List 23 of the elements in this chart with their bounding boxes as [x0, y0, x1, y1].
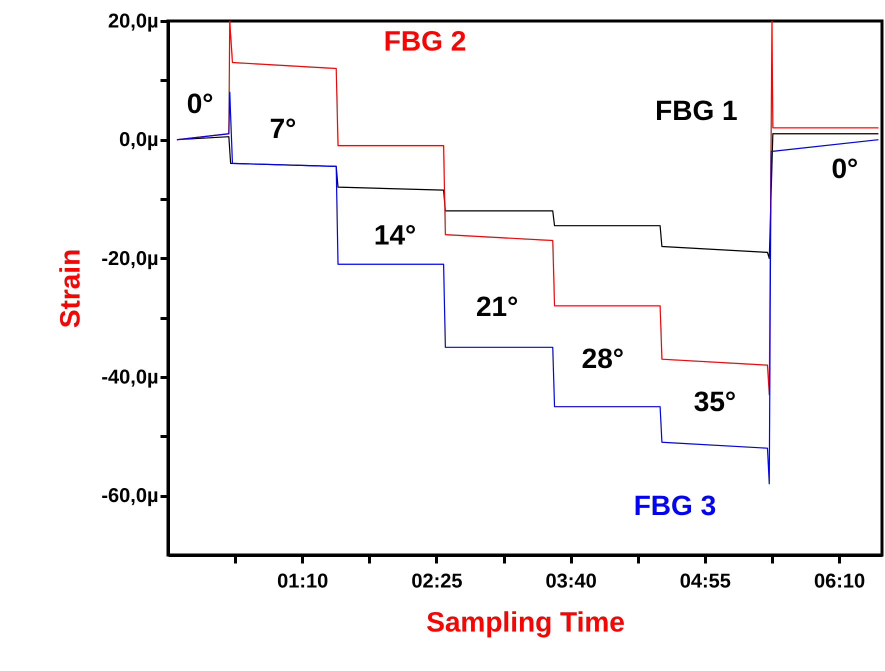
- series-label: FBG 1: [655, 94, 738, 126]
- y-tick-label: 0,0µ: [119, 129, 158, 152]
- x-tick-label: 02:25: [411, 570, 462, 592]
- y-tick-label: -20,0µ: [101, 248, 158, 270]
- y-tick-label: 20,0µ: [108, 10, 158, 32]
- x-axis-title: Sampling Time: [426, 606, 625, 638]
- line-series: [176, 92, 880, 484]
- y-tick-label: -60,0µ: [101, 485, 158, 508]
- series-label: FBG 3: [634, 490, 716, 521]
- annotation: 14°: [374, 220, 416, 251]
- annotation: 21°: [476, 290, 518, 322]
- x-tick-label: 01:10: [277, 570, 328, 592]
- annotation: 35°: [694, 386, 736, 417]
- annotation: 0°: [186, 88, 214, 119]
- annotation: 0°: [831, 152, 858, 184]
- x-tick-label: 03:40: [546, 570, 597, 592]
- annotation: 28°: [582, 343, 624, 374]
- series-label: FBG 2: [384, 25, 466, 56]
- y-axis-title: Strain: [54, 248, 86, 328]
- x-tick-label: 06:10: [814, 570, 866, 592]
- annotation: 7°: [270, 112, 296, 144]
- x-tick-label: 04:55: [680, 570, 731, 592]
- y-tick-label: -40,0µ: [101, 366, 158, 388]
